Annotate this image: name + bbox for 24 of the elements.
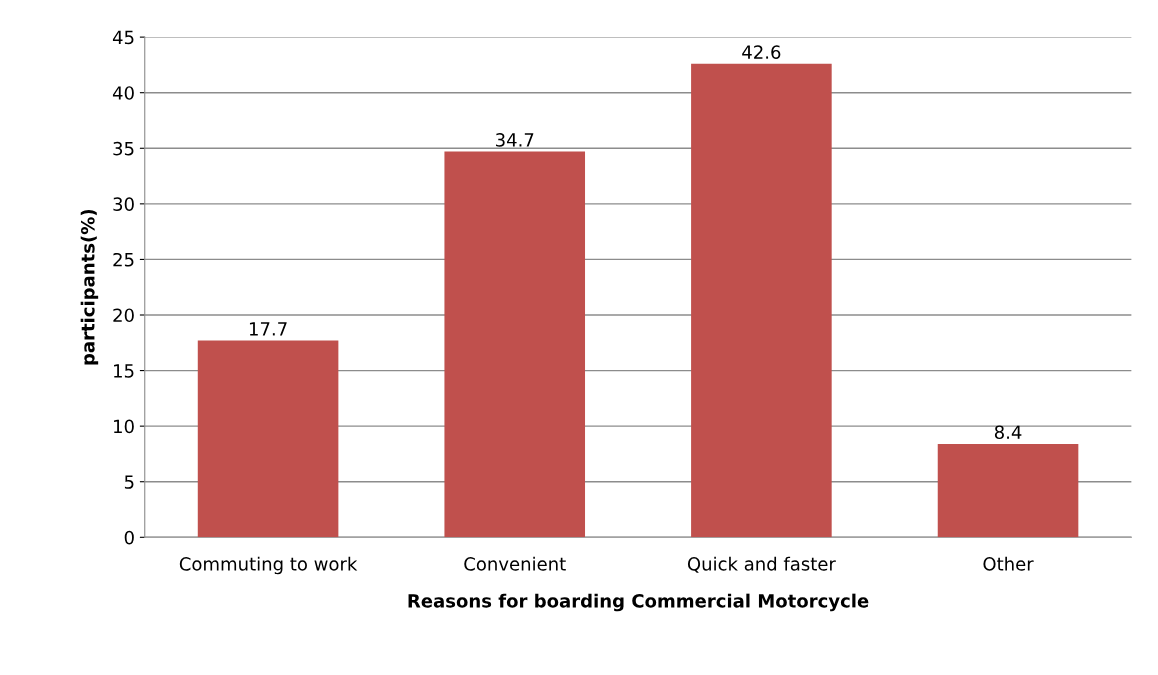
y-axis-title: participants(%) [80, 209, 99, 365]
y-tick-label: 15 [114, 364, 134, 378]
data-label: 8.4 [994, 425, 1022, 440]
data-label: 17.7 [249, 322, 287, 336]
bar [197, 340, 339, 538]
y-tick-label: 20 [113, 308, 134, 323]
y-tick-label: 45 [112, 30, 134, 45]
y-tick-label: 0 [124, 530, 134, 545]
data-label: 42.6 [742, 45, 781, 59]
y-tick-label: 10 [114, 419, 134, 434]
y-tick-label: 5 [124, 475, 134, 489]
x-axis-title: Reasons for boarding Commercial Motorcycle [408, 593, 869, 612]
x-tick-label: Convenient [464, 556, 566, 571]
y-tick-label: 40 [112, 86, 134, 100]
data-label: 34.7 [496, 133, 534, 147]
y-tick-label: 35 [113, 141, 134, 156]
y-tick-label: 30 [113, 197, 134, 211]
x-tick-label: Other [983, 556, 1034, 571]
x-tick-label: Commuting to work [179, 556, 358, 575]
bar [691, 63, 832, 538]
bar [937, 443, 1079, 538]
bar [444, 151, 586, 538]
x-tick-label: Quick and faster [687, 556, 836, 573]
y-tick-label: 25 [113, 252, 134, 267]
